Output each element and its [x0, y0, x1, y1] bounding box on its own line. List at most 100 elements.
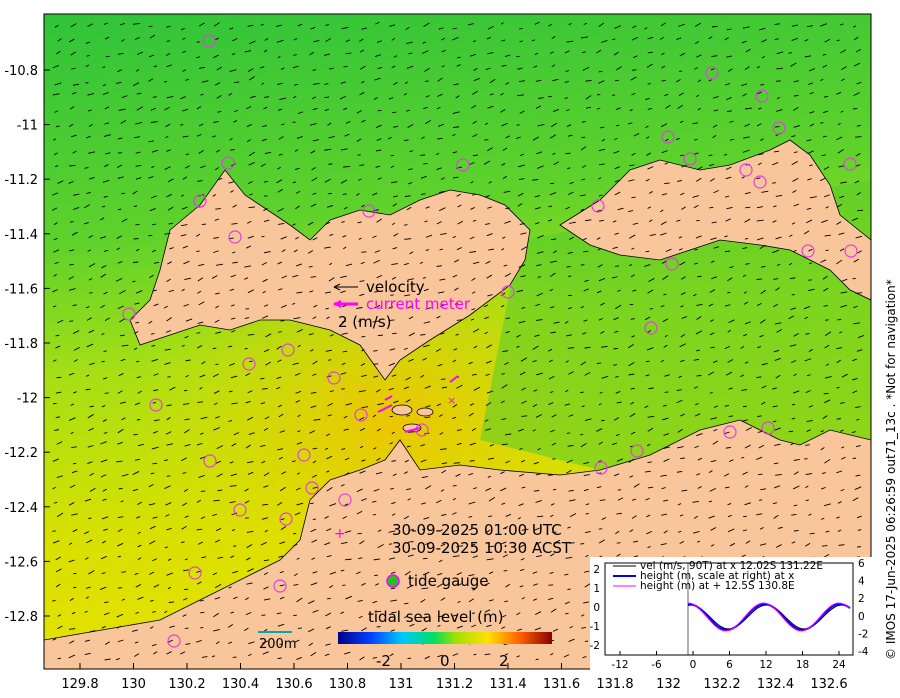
current-meter-markers — [377, 375, 459, 433]
velocity-arrow — [807, 150, 814, 154]
velocity-arrow — [181, 525, 187, 530]
velocity-arrow — [245, 444, 252, 449]
velocity-arrow — [437, 624, 441, 627]
velocity-arrow — [809, 164, 813, 167]
velocity-arrow — [389, 653, 394, 657]
velocity-arrow — [343, 246, 347, 250]
velocity-arrow — [537, 123, 545, 127]
velocity-arrow — [359, 280, 365, 282]
velocity-arrow — [711, 260, 715, 263]
velocity-arrow — [83, 531, 90, 535]
velocity-arrow — [101, 205, 106, 208]
velocity-arrow — [679, 120, 684, 123]
velocity-arrow — [295, 487, 301, 491]
velocity-arrow — [821, 545, 828, 547]
velocity-arrow — [711, 25, 718, 28]
velocity-arrow — [118, 108, 126, 111]
velocity-arrow — [168, 289, 175, 293]
velocity-arrow — [115, 460, 123, 463]
velocity-arrow — [791, 37, 798, 42]
velocity-arrow — [358, 390, 366, 393]
velocity-arrow — [710, 68, 715, 71]
velocity-arrow — [149, 626, 154, 629]
velocity-arrow — [521, 528, 529, 531]
velocity-arrow — [661, 150, 668, 154]
velocity-arrow — [581, 51, 586, 54]
velocity-arrow — [692, 195, 699, 198]
velocity-arrow — [103, 22, 108, 25]
velocity-arrow — [729, 120, 734, 123]
velocity-arrow — [117, 528, 123, 532]
velocity-arrow — [164, 348, 171, 351]
velocity-arrow — [231, 512, 238, 516]
velocity-arrow — [806, 139, 812, 142]
velocity-arrow — [824, 458, 831, 464]
velocity-arrow — [424, 416, 431, 419]
velocity-arrow — [248, 151, 255, 157]
velocity-arrow — [357, 154, 361, 156]
velocity-arrow — [663, 458, 670, 462]
velocity-arrow — [280, 236, 287, 240]
velocity-arrow — [566, 124, 572, 127]
velocity-arrow — [489, 93, 494, 96]
velocity-arrow — [420, 334, 426, 336]
velocity-arrow — [311, 167, 316, 171]
velocity-arrow — [70, 403, 74, 406]
velocity-arrow — [761, 362, 768, 366]
velocity-arrow — [149, 274, 154, 279]
velocity-arrow — [342, 304, 347, 308]
velocity-arrow — [488, 248, 495, 251]
velocity-arrow — [452, 36, 459, 41]
velocity-arrow — [311, 474, 318, 478]
velocity-arrow — [374, 610, 382, 613]
velocity-arrow — [119, 289, 126, 295]
velocity-arrow — [566, 109, 570, 112]
y-tick-label: -11.2 — [4, 173, 38, 188]
velocity-arrow — [473, 261, 480, 265]
velocity-arrow — [680, 305, 684, 308]
velocity-arrow — [263, 180, 268, 183]
velocity-arrow — [824, 331, 832, 337]
velocity-arrow — [68, 288, 76, 291]
velocity-arrow — [741, 176, 745, 179]
velocity-arrow — [165, 123, 171, 128]
tide-gauge-marker — [739, 163, 753, 177]
velocity-arrow — [389, 24, 396, 27]
velocity-arrow — [660, 359, 665, 363]
velocity-arrow — [246, 544, 253, 549]
velocity-arrow — [247, 568, 254, 572]
velocity-arrow — [774, 23, 780, 25]
velocity-arrow — [708, 36, 713, 40]
velocity-arrow — [697, 79, 702, 83]
velocity-arrow — [487, 147, 493, 152]
velocity-arrow — [644, 264, 651, 267]
inset-y-left-label: 2 — [593, 564, 600, 576]
velocity-arrow — [102, 84, 107, 87]
velocity-arrow — [340, 569, 345, 572]
velocity-arrow — [104, 601, 109, 604]
velocity-arrow — [134, 653, 140, 657]
velocity-arrow — [103, 249, 109, 252]
velocity-arrow — [232, 570, 239, 574]
velocity-arrow — [184, 277, 192, 281]
velocity-arrow — [69, 106, 75, 110]
inset-series-line — [687, 602, 851, 632]
velocity-arrow — [406, 585, 413, 589]
velocity-arrow — [393, 400, 399, 404]
tide-gauge-marker — [149, 398, 163, 412]
velocity-arrow — [552, 250, 558, 254]
velocity-arrow — [296, 597, 303, 603]
velocity-arrow — [486, 233, 493, 237]
velocity-arrow — [344, 457, 350, 461]
velocity-arrow — [551, 64, 556, 68]
velocity-arrow — [693, 531, 700, 534]
velocity-arrow — [709, 332, 715, 336]
velocity-arrow — [278, 555, 284, 558]
velocity-arrow — [854, 486, 862, 490]
velocity-arrow — [564, 50, 570, 54]
y-tick-label: -11 — [17, 119, 38, 134]
velocity-arrow — [230, 274, 237, 278]
velocity-arrow — [692, 122, 698, 125]
velocity-arrow — [805, 333, 810, 335]
velocity-arrow — [136, 92, 142, 95]
